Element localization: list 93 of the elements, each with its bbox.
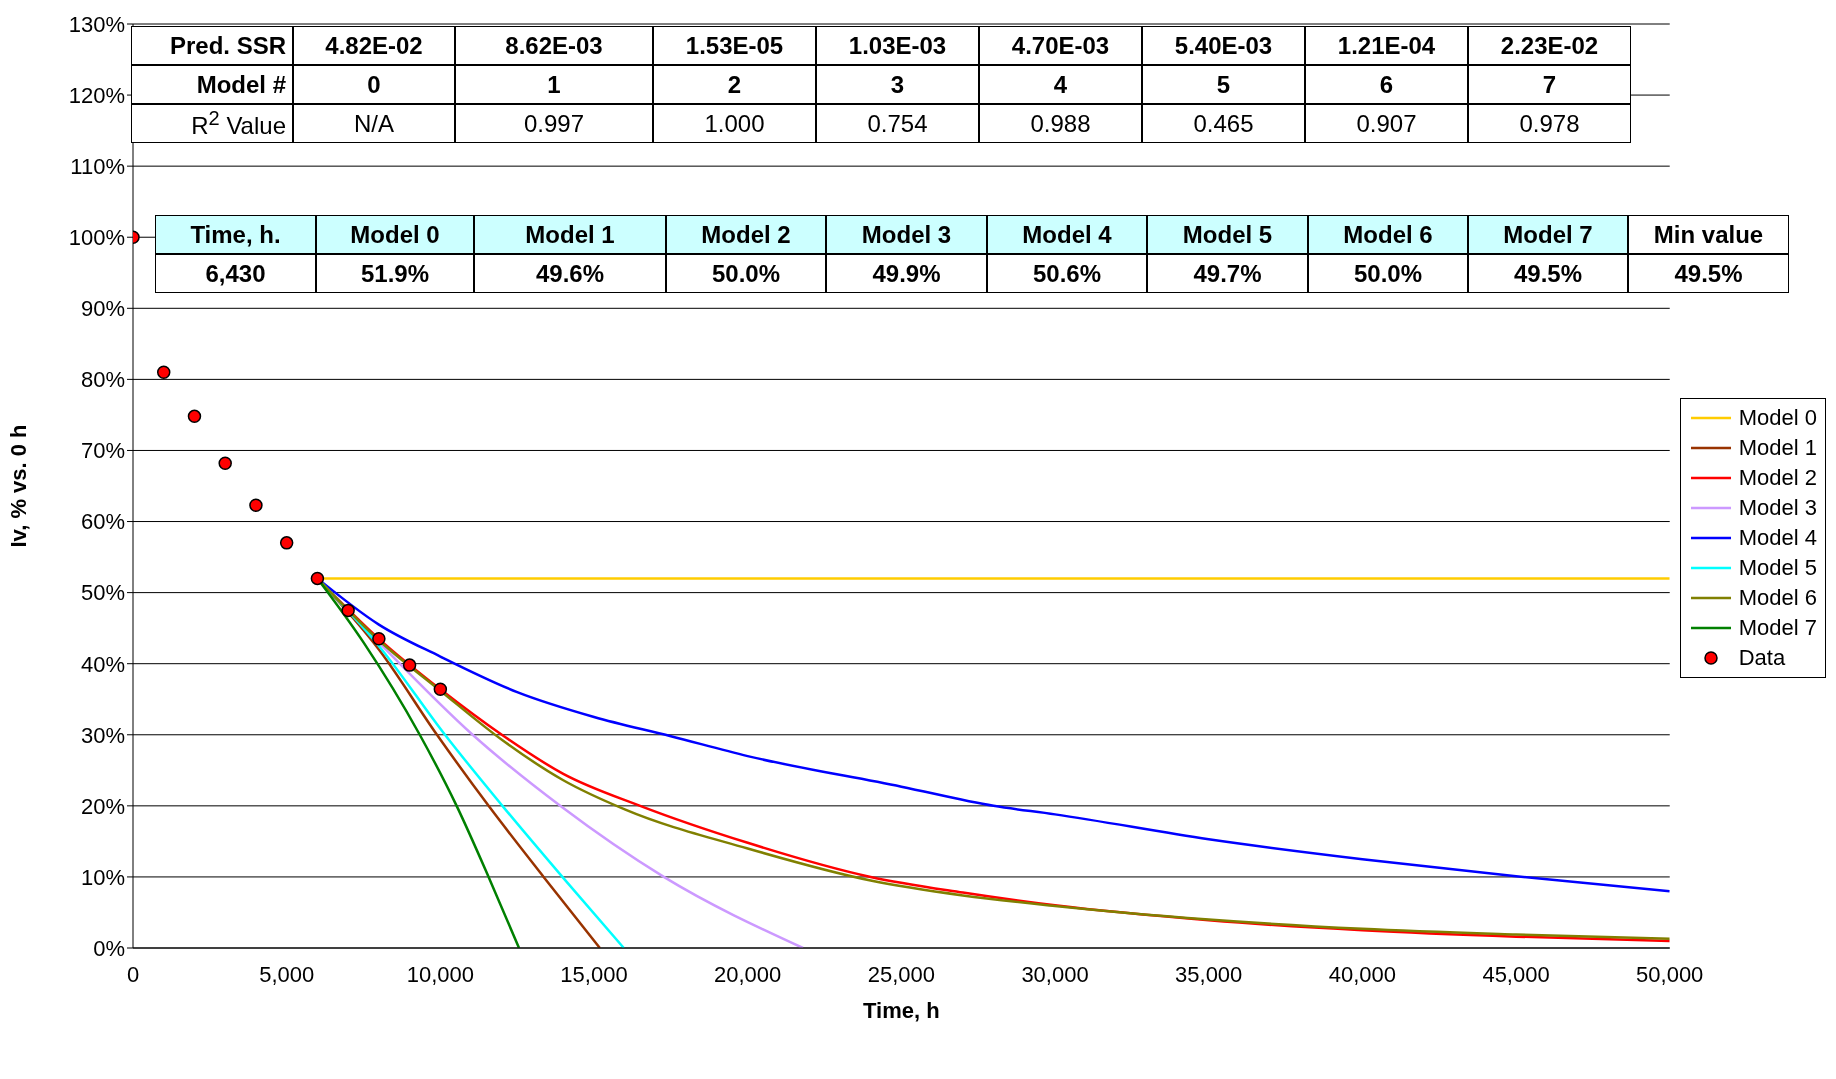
annotation: 0.997 xyxy=(523,109,585,138)
y-tick-label: 130% xyxy=(68,11,125,37)
annotation: R$^{2}$ Value xyxy=(191,107,286,140)
y-tick-label: 60% xyxy=(80,509,125,535)
y-tick-label: 100% xyxy=(68,225,125,251)
legend-label: Model 3 xyxy=(1738,494,1817,522)
legend-label: Data xyxy=(1738,644,1786,672)
annotation: 4.70E-03 xyxy=(1011,31,1110,60)
annotation: Model 5 xyxy=(1182,220,1273,249)
annotation: 7 xyxy=(1542,70,1557,99)
point xyxy=(372,632,386,646)
annotation: 0 xyxy=(367,70,381,99)
annotation: 49.9% xyxy=(872,259,941,288)
legend-label: Model 6 xyxy=(1738,584,1817,612)
annotation: 4.82E-02 xyxy=(325,31,423,60)
x-tick-label: 45,000 xyxy=(1482,962,1550,987)
annotation: 1.53E-05 xyxy=(685,31,784,60)
x-tick-label: 50,000 xyxy=(1636,962,1704,987)
x-tick-label: 35,000 xyxy=(1175,962,1243,987)
x-tick-label: 30,000 xyxy=(1021,962,1089,987)
x-tick-label: 5,000 xyxy=(259,962,315,987)
annotation: Model 7 xyxy=(1503,220,1593,249)
x-axis-title: Time, h xyxy=(863,998,940,1023)
legend-label: Model 4 xyxy=(1738,524,1817,552)
annotation: 50.0% xyxy=(711,259,781,288)
text: 49.5% xyxy=(1674,259,1743,287)
y-tick-label: 0% xyxy=(93,935,125,961)
annotation: Model # xyxy=(196,70,286,99)
annotation: 50.6% xyxy=(1032,259,1102,288)
annotation: 2.23E-02 xyxy=(1500,31,1599,60)
y-tick-label: 120% xyxy=(68,82,125,108)
annotation: Model 1 xyxy=(525,220,615,249)
legend-label: Model 0 xyxy=(1738,404,1817,432)
annotation: 1 xyxy=(547,70,561,99)
y-tick-label: 40% xyxy=(80,651,125,677)
annotation: 5 xyxy=(1216,70,1231,99)
y-tick-label: 10% xyxy=(80,864,125,890)
annotation: 3 xyxy=(890,70,905,99)
annotation: 1.000 xyxy=(704,109,765,138)
annotation: 0.754 xyxy=(867,109,928,138)
annotation: Min value xyxy=(1653,220,1764,249)
point xyxy=(279,536,294,550)
x-tick-label: 15,000 xyxy=(560,962,628,987)
annotation: N/A xyxy=(353,109,394,138)
annotation: Model 2 xyxy=(701,220,791,249)
legend-label: Model 7 xyxy=(1738,614,1817,642)
y-tick-label: 20% xyxy=(80,793,125,819)
point xyxy=(218,456,232,471)
legend-label: Model 1 xyxy=(1738,434,1817,462)
legend-label: Model 2 xyxy=(1738,464,1817,492)
annotation: Model 6 xyxy=(1343,220,1433,249)
y-tick-label: 90% xyxy=(80,296,125,322)
annotation: 49.5% xyxy=(1513,259,1583,288)
legend-label: Model 5 xyxy=(1738,554,1817,582)
annotation: 5.40E-03 xyxy=(1174,31,1273,60)
annotation: 6 xyxy=(1379,70,1394,99)
y-tick-label: 30% xyxy=(80,722,125,748)
annotation: 50.0% xyxy=(1353,259,1423,288)
annotation: 0.978 xyxy=(1519,109,1580,138)
annotation: Model 4 xyxy=(1022,220,1112,249)
point xyxy=(187,409,202,424)
y-tick-label: 110% xyxy=(70,153,125,179)
annotation: Model 3 xyxy=(861,220,952,249)
annotation: 6,430 xyxy=(205,259,266,288)
point xyxy=(402,658,417,672)
annotation: Model 0 xyxy=(350,220,440,249)
y-axis-title: Iv, % vs. 0 h xyxy=(5,424,31,548)
annotation: 4 xyxy=(1053,70,1068,99)
point xyxy=(310,571,325,586)
annotation: 0.988 xyxy=(1030,109,1091,138)
annotation: 49.7% xyxy=(1193,259,1262,288)
x-tick-label: 0 xyxy=(126,962,140,987)
x-tick-label: 25,000 xyxy=(867,962,936,987)
point xyxy=(156,365,171,380)
x-tick-label: 20,000 xyxy=(714,962,782,987)
annotation: 49.6% xyxy=(535,259,605,288)
annotation: 1.03E-03 xyxy=(848,31,947,60)
point xyxy=(433,682,448,697)
annotation: 8.62E-03 xyxy=(505,31,603,60)
annotation: Time, h. xyxy=(190,220,281,249)
x-tick-label: 40,000 xyxy=(1328,962,1397,987)
y-tick-label: 80% xyxy=(80,367,125,393)
annotation: Pred. SSR xyxy=(169,31,286,60)
x-tick-label: 10,000 xyxy=(406,962,474,987)
annotation: 0.907 xyxy=(1356,109,1417,138)
annotation: 2 xyxy=(727,70,742,99)
annotation: 51.9% xyxy=(360,259,430,288)
point xyxy=(249,498,263,512)
annotation: 1.21E-04 xyxy=(1337,31,1436,60)
point xyxy=(341,603,355,618)
y-tick-label: 50% xyxy=(80,580,125,606)
y-tick-label: 70% xyxy=(80,438,125,464)
annotation: 0.465 xyxy=(1193,109,1254,138)
